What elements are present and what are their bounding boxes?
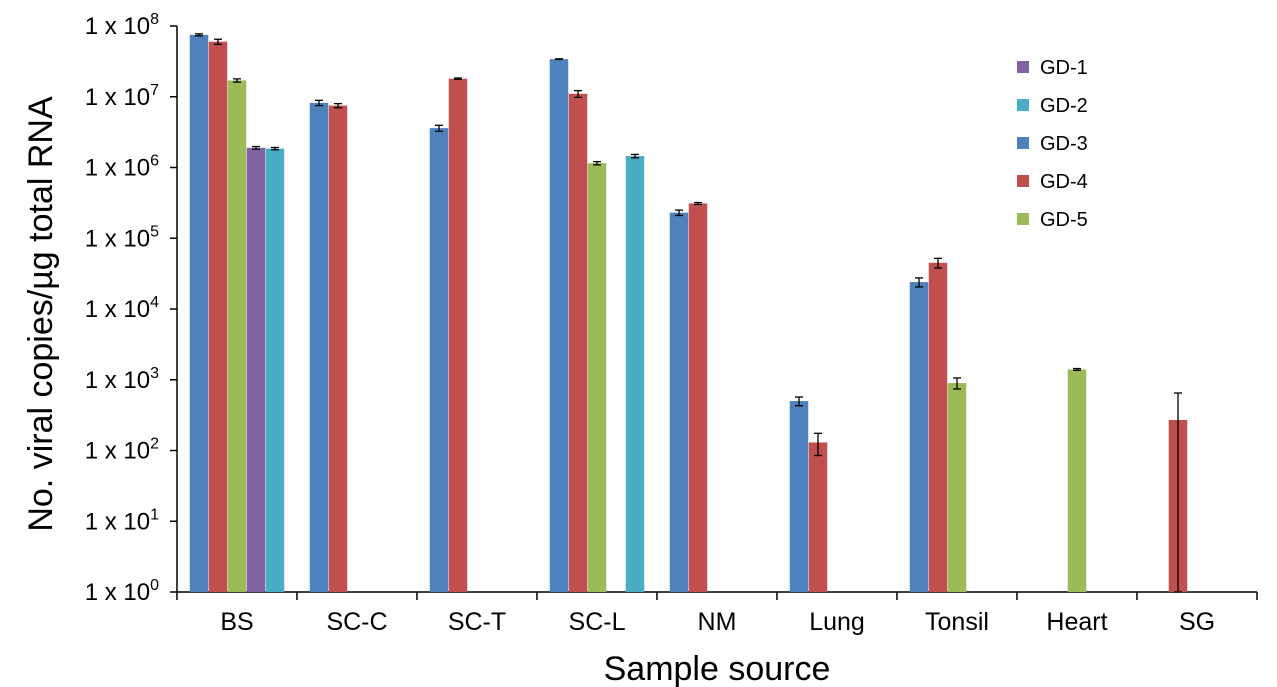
bar: [568, 93, 588, 592]
bar: [328, 105, 348, 592]
bar: [947, 382, 967, 592]
y-tick-label: 1 x 107: [85, 82, 159, 111]
legend-swatch: [1017, 213, 1029, 225]
legend-label: GD-3: [1040, 133, 1088, 155]
legend-swatch: [1017, 61, 1029, 73]
y-tick-label: 1 x 100: [85, 577, 159, 606]
y-tick-label: 1 x 102: [85, 436, 159, 465]
bar: [808, 442, 828, 592]
x-tick-label: Heart: [1046, 608, 1107, 636]
bar: [909, 282, 929, 592]
y-tick-label: 1 x 106: [85, 153, 159, 182]
y-ticks: 1 x 100 1 x 101 1 x 102 1 x 103 1 x 104 1 x 1…: [85, 11, 177, 606]
x-axis-title: Sample source: [604, 650, 831, 687]
legend-swatch: [1017, 175, 1029, 187]
x-tick-label: SC-C: [326, 608, 387, 636]
x-tick-label: Lung: [809, 608, 865, 636]
legend-label: GD-1: [1040, 57, 1088, 79]
x-tick-label: BS: [220, 608, 253, 636]
bar: [669, 212, 689, 592]
y-tick-label: 1 x 108: [85, 11, 159, 40]
bars: [189, 34, 1188, 593]
x-tick-label: Tonsil: [925, 608, 989, 636]
legend-label: GD-4: [1040, 171, 1088, 193]
bar: [625, 156, 645, 593]
bar: [309, 102, 329, 593]
bar: [429, 128, 449, 592]
y-tick-label: 1 x 103: [85, 365, 159, 394]
bar: [587, 163, 607, 592]
bar: [928, 262, 948, 592]
y-tick-label: 1 x 104: [85, 294, 159, 323]
legend-label: GD-5: [1040, 209, 1088, 231]
x-ticks: BS SC-C SC-T SC-L NM Lung Tonsil Heart SG: [176, 592, 1258, 636]
bar: [265, 148, 285, 592]
y-tick-label: 1 x 105: [85, 223, 159, 252]
legend-swatch: [1017, 137, 1029, 149]
bar: [227, 80, 247, 592]
bar: [1067, 369, 1087, 592]
bar: [789, 401, 809, 592]
bar: [688, 203, 708, 593]
bar: [189, 34, 209, 592]
x-tick-label: SC-T: [448, 608, 506, 636]
legend-label: GD-2: [1040, 95, 1088, 117]
bar: [448, 78, 468, 593]
bar: [246, 147, 266, 592]
x-tick-label: NM: [698, 608, 737, 636]
bar: [208, 41, 228, 592]
x-tick-label: SC-L: [569, 608, 626, 636]
y-tick-label: 1 x 101: [85, 506, 159, 535]
bar: [549, 59, 569, 592]
y-axis-title: No. viral copies/µg total RNA: [22, 96, 60, 532]
legend-swatch: [1017, 99, 1029, 111]
x-tick-label: SG: [1179, 608, 1215, 636]
error-bars: [195, 33, 1182, 593]
legend: GD-1 GD-2 GD-3 GD-4 GD-5: [1017, 57, 1088, 231]
